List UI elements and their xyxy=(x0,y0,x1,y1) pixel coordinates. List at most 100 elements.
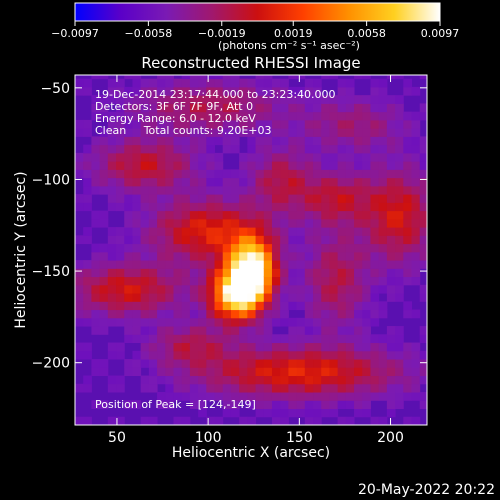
heatmap-cell xyxy=(304,416,314,425)
heatmap-cell xyxy=(354,194,363,203)
heatmap-cell xyxy=(230,128,240,137)
heatmap-cell xyxy=(148,383,158,393)
heatmap-cell xyxy=(345,78,355,88)
heatmap-cell xyxy=(124,268,133,278)
heatmap-cell xyxy=(189,301,199,311)
heatmap-cell xyxy=(362,227,371,236)
heatmap-cell xyxy=(386,268,396,278)
heatmap-cell xyxy=(345,218,355,228)
heatmap-cell xyxy=(337,202,347,212)
heatmap-cell xyxy=(75,86,84,96)
heatmap-cell xyxy=(165,251,174,261)
heatmap-cell xyxy=(83,169,92,179)
heatmap-cell xyxy=(354,210,363,220)
heatmap-cell xyxy=(288,202,298,212)
heatmap-cell xyxy=(386,276,396,286)
heatmap-cell xyxy=(370,78,380,88)
heatmap-cell xyxy=(140,103,150,113)
heatmap-cell xyxy=(198,301,207,311)
heatmap-cell xyxy=(181,111,191,121)
heatmap-cell xyxy=(239,251,248,261)
heatmap-cell xyxy=(132,268,142,278)
heatmap-cell xyxy=(140,78,150,88)
heatmap-cell xyxy=(222,350,232,360)
heatmap-cell xyxy=(230,243,240,253)
heatmap-cell xyxy=(140,383,150,393)
heatmap-cell xyxy=(239,334,248,344)
heatmap-cell xyxy=(296,218,306,228)
heatmap-cell xyxy=(288,268,298,278)
heatmap-cell xyxy=(271,144,281,154)
heatmap-cell xyxy=(140,161,150,170)
heatmap-cell xyxy=(140,111,150,121)
heatmap-cell xyxy=(271,95,281,104)
heatmap-cell xyxy=(173,78,183,88)
heatmap-cell xyxy=(157,152,166,162)
heatmap-cell xyxy=(116,301,125,311)
heatmap-cell xyxy=(173,227,183,236)
heatmap-cell xyxy=(395,103,404,113)
heatmap-cell xyxy=(354,119,363,129)
heatmap-cell xyxy=(116,103,125,113)
heatmap-cell xyxy=(157,334,166,344)
heatmap-cell xyxy=(222,128,232,137)
heatmap-cell xyxy=(321,103,330,113)
heatmap-cell xyxy=(116,169,125,179)
heatmap-cell xyxy=(239,284,248,294)
heatmap-cell xyxy=(148,293,158,302)
heatmap-cell xyxy=(222,202,232,212)
heatmap-cell xyxy=(181,359,191,368)
heatmap-cell xyxy=(271,276,281,286)
heatmap-cell xyxy=(329,367,339,377)
heatmap-cell xyxy=(189,103,199,113)
heatmap-cell xyxy=(247,293,257,302)
heatmap-cell xyxy=(181,194,191,203)
heatmap-cell xyxy=(124,276,133,286)
heatmap-cell xyxy=(345,103,355,113)
heatmap-cell xyxy=(140,375,150,385)
heatmap-cell xyxy=(132,301,142,311)
heatmap-cell xyxy=(263,383,273,393)
heatmap-cell xyxy=(157,119,166,129)
heatmap-cell xyxy=(206,276,216,286)
heatmap-cell xyxy=(157,359,166,368)
heatmap-cell xyxy=(206,78,216,88)
heatmap-cell xyxy=(288,128,298,137)
heatmap-cell xyxy=(354,359,363,368)
heatmap-cell xyxy=(378,119,388,129)
heatmap-cell xyxy=(271,86,281,96)
heatmap-cell xyxy=(239,86,248,96)
heatmap-cell xyxy=(337,350,347,360)
heatmap-cell xyxy=(329,408,339,418)
heatmap-cell xyxy=(419,367,427,377)
heatmap-cell xyxy=(411,194,421,203)
heatmap-cell xyxy=(386,243,396,253)
heatmap-cell xyxy=(107,144,117,154)
heatmap-cell xyxy=(386,161,396,170)
heatmap-cell xyxy=(362,202,371,212)
heatmap-cell xyxy=(181,95,191,104)
heatmap-cell xyxy=(99,169,109,179)
heatmap-cell xyxy=(321,243,330,253)
x-tick-label: 50 xyxy=(108,430,126,446)
heatmap-cell xyxy=(157,293,166,302)
heatmap-cell xyxy=(255,309,265,319)
heatmap-cell xyxy=(329,350,339,360)
heatmap-cell xyxy=(181,144,191,154)
heatmap-cell xyxy=(395,383,404,393)
heatmap-cell xyxy=(230,284,240,294)
heatmap-cell xyxy=(271,284,281,294)
heatmap-cell xyxy=(395,342,404,352)
heatmap-cell xyxy=(395,111,404,121)
heatmap-cell xyxy=(230,359,240,368)
heatmap-cell xyxy=(321,161,330,170)
y-axis-label: Heliocentric Y (arcsec) xyxy=(13,171,29,328)
heatmap-cell xyxy=(378,334,388,344)
heatmap-cell xyxy=(329,235,339,245)
heatmap-cell xyxy=(116,268,125,278)
heatmap-cell xyxy=(345,260,355,269)
heatmap-cell xyxy=(329,202,339,212)
heatmap-cell xyxy=(132,78,142,88)
heatmap-cell xyxy=(239,309,248,319)
heatmap-cell xyxy=(362,119,371,129)
